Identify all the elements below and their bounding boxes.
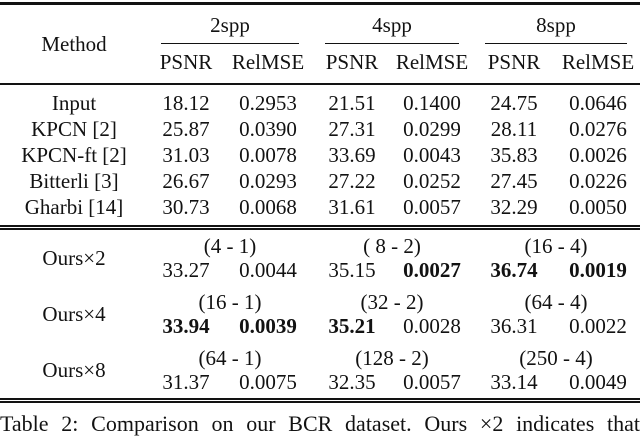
metric-value-cell: 33.94 [162, 314, 210, 338]
method-cell: KPCN [2] [31, 117, 117, 141]
table-row: KPCN [2] 25.87 0.0390 27.31 0.0299 28.11… [0, 116, 640, 142]
method-cell: KPCN-ft [2] [21, 143, 127, 167]
metric-value-cell: 0.0075 [239, 370, 297, 394]
metric-value-cell: 0.0028 [403, 314, 461, 338]
group-header-4spp: 4spp [312, 4, 472, 44]
metric-value-cell: 27.45 [490, 169, 538, 193]
metric-value-cell: 35.83 [490, 143, 538, 167]
config-span-cell: (32 - 2) [360, 290, 424, 314]
metric-value-cell: 32.35 [328, 370, 376, 394]
table-caption: Table 2: Comparison on our BCR dataset. … [0, 411, 640, 436]
metric-value-cell: 0.0252 [403, 169, 461, 193]
metric-value-cell: 27.22 [328, 169, 376, 193]
metric-value-cell: 25.87 [162, 117, 210, 141]
metric-value-cell: 0.0019 [569, 258, 627, 282]
table-row: 31.37 0.0075 32.35 0.0057 33.14 0.0049 [0, 370, 640, 401]
metric-value-cell: 32.29 [490, 195, 538, 219]
metric-value-cell: 33.27 [162, 258, 210, 282]
config-span-cell: (64 - 4) [524, 290, 588, 314]
subheader-relmse-8spp: RelMSE [561, 50, 635, 74]
metric-value-cell: 0.0068 [239, 195, 297, 219]
metric-value-cell: 0.0226 [569, 169, 627, 193]
subheader-psnr-4spp: PSNR [325, 50, 379, 74]
metric-value-cell: 0.0057 [403, 370, 461, 394]
metric-value-cell: 36.31 [490, 314, 538, 338]
table-row: Ours×2 (4 - 1) ( 8 - 2) (16 - 4) [0, 228, 640, 270]
group-header-rule-2spp: 2spp [161, 12, 299, 44]
metric-value-cell: 30.73 [162, 195, 210, 219]
table-row: Ours×8 (64 - 1) (128 - 2) (250 - 4) [0, 342, 640, 383]
table-row: 33.94 0.0039 35.21 0.0028 36.31 0.0022 [0, 314, 640, 342]
metric-value-cell: 35.21 [328, 314, 376, 338]
table-row: Input 18.12 0.2953 21.51 0.1400 24.75 0.… [0, 84, 640, 116]
subheader-relmse-4spp: RelMSE [395, 50, 469, 74]
subheader-psnr-2spp: PSNR [159, 50, 213, 74]
metric-value-cell: 0.0026 [569, 143, 627, 167]
config-span-cell: (64 - 1) [198, 346, 262, 370]
group-label-4spp: 4spp [372, 13, 412, 37]
group-header-2spp: 2spp [148, 4, 312, 44]
metric-value-cell: 31.61 [328, 195, 376, 219]
metric-value-cell: 0.0039 [239, 314, 297, 338]
method-cell: Bitterli [3] [29, 169, 119, 193]
method-column-header: Method [41, 32, 107, 56]
metric-value-cell: 0.1400 [403, 91, 461, 115]
group-header-8spp: 8spp [472, 4, 640, 44]
metric-value-cell: 0.0027 [403, 258, 461, 282]
table-header: Method 2spp 4spp 8spp PSNR RelMSE PSNR R… [0, 4, 640, 84]
config-span-cell: ( 8 - 2) [363, 234, 421, 258]
metric-value-cell: 27.31 [328, 117, 376, 141]
metric-value-cell: 0.0276 [569, 117, 627, 141]
metric-value-cell: 0.0050 [569, 195, 627, 219]
table-row: 33.27 0.0044 35.15 0.0027 36.74 0.0019 [0, 258, 640, 286]
method-cell: Input [51, 91, 97, 115]
subheader-relmse-2spp: RelMSE [231, 50, 305, 74]
group-header-rule-4spp: 4spp [325, 12, 459, 44]
metric-value-cell: 0.0390 [239, 117, 297, 141]
config-span-cell: (4 - 1) [203, 234, 257, 258]
config-span-cell: (16 - 4) [524, 234, 588, 258]
metric-value-cell: 0.0078 [239, 143, 297, 167]
method-cell: Ours×8 [42, 358, 106, 382]
metric-value-cell: 21.51 [328, 91, 376, 115]
subheader-psnr-8spp: PSNR [487, 50, 541, 74]
metric-value-cell: 0.0043 [403, 143, 461, 167]
table-row: Gharbi [14] 30.73 0.0068 31.61 0.0057 32… [0, 194, 640, 228]
metric-value-cell: 31.37 [162, 370, 210, 394]
group-label-8spp: 8spp [536, 13, 576, 37]
metric-value-cell: 0.0293 [239, 169, 297, 193]
ours-methods-section: Ours×2 (4 - 1) ( 8 - 2) (16 - 4) 33.27 0… [0, 228, 640, 401]
method-cell: Ours×4 [42, 302, 106, 326]
metric-value-cell: 0.0022 [569, 314, 627, 338]
table-row: Ours×4 (16 - 1) (32 - 2) (64 - 4) [0, 286, 640, 327]
results-table: Method 2spp 4spp 8spp PSNR RelMSE PSNR R… [0, 2, 640, 403]
metric-value-cell: 0.0299 [403, 117, 461, 141]
method-cell: Gharbi [14] [24, 195, 124, 219]
method-cell: Ours×2 [42, 246, 106, 270]
metric-value-cell: 24.75 [490, 91, 538, 115]
metric-value-cell: 0.0646 [569, 91, 627, 115]
metric-value-cell: 35.15 [328, 258, 376, 282]
metric-value-cell: 0.0049 [569, 370, 627, 394]
group-label-2spp: 2spp [210, 13, 250, 37]
metric-value-cell: 28.11 [490, 117, 538, 141]
group-header-rule-8spp: 8spp [485, 12, 627, 44]
metric-value-cell: 0.2953 [239, 91, 297, 115]
config-span-cell: (250 - 4) [519, 346, 593, 370]
metric-value-cell: 0.0044 [239, 258, 297, 282]
metric-value-cell: 0.0057 [403, 195, 461, 219]
metric-value-cell: 18.12 [162, 91, 210, 115]
metric-value-cell: 26.67 [162, 169, 210, 193]
metric-value-cell: 33.14 [490, 370, 538, 394]
table-row: KPCN-ft [2] 31.03 0.0078 33.69 0.0043 35… [0, 142, 640, 168]
metric-value-cell: 31.03 [162, 143, 210, 167]
metric-value-cell: 36.74 [490, 258, 538, 282]
baseline-methods-section: Input 18.12 0.2953 21.51 0.1400 24.75 0.… [0, 84, 640, 228]
config-span-cell: (16 - 1) [198, 290, 262, 314]
metric-value-cell: 33.69 [328, 143, 376, 167]
table-row: Bitterli [3] 26.67 0.0293 27.22 0.0252 2… [0, 168, 640, 194]
config-span-cell: (128 - 2) [355, 346, 429, 370]
